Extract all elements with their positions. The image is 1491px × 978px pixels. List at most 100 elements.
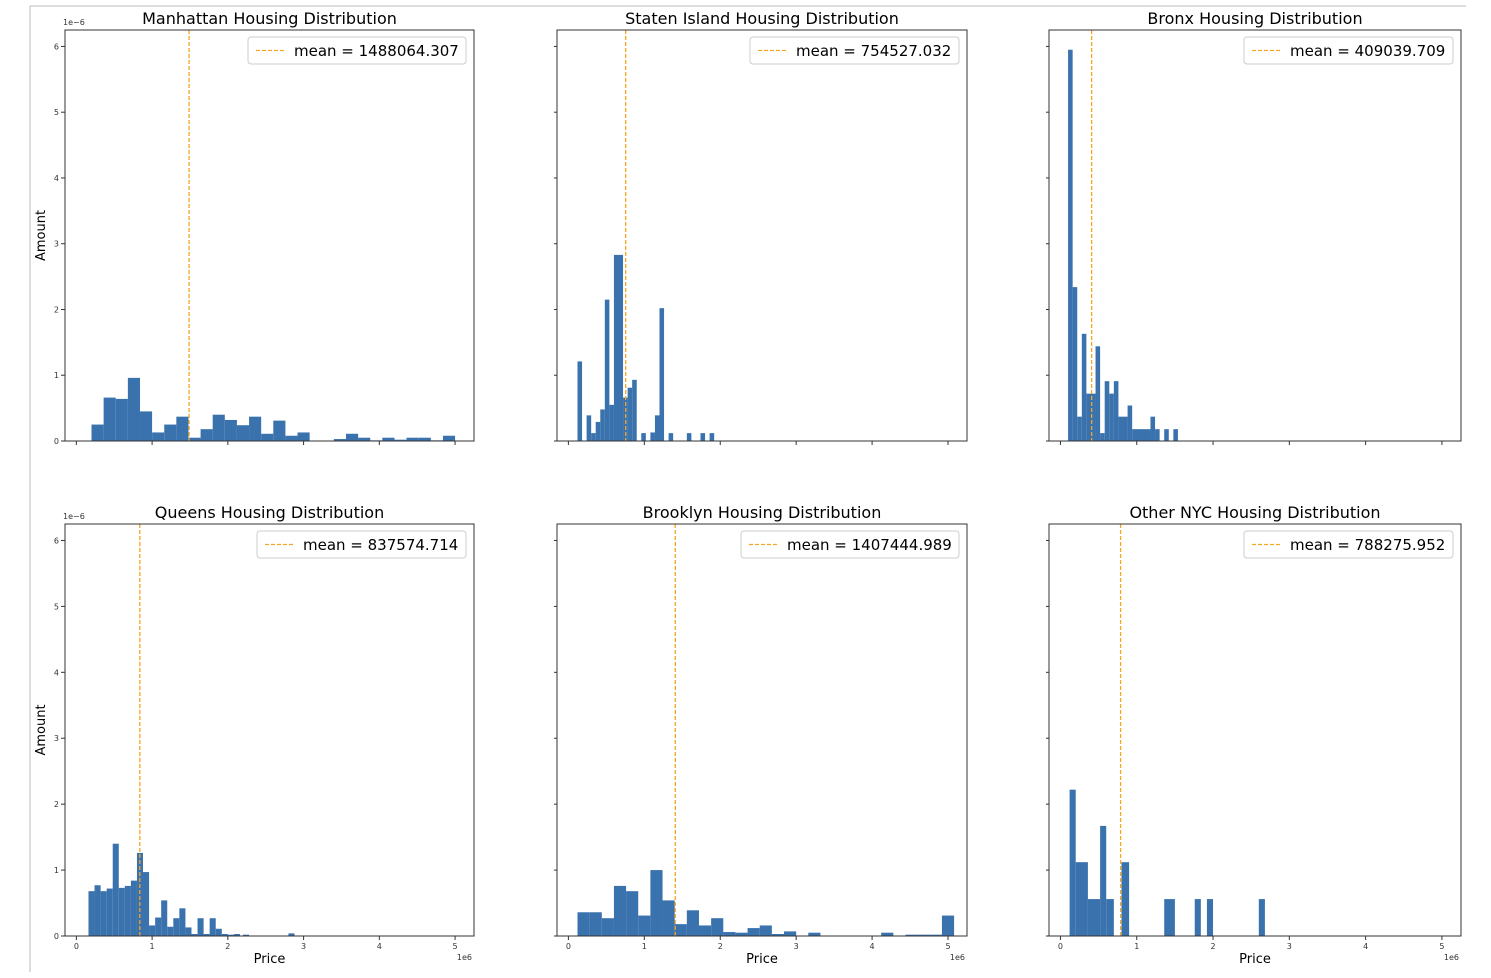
manhattan-bar-9 [200, 429, 213, 441]
other-nyc-bar-3 [1100, 825, 1107, 936]
other-nyc-xtick-label-3: 3 [1287, 942, 1292, 951]
other-nyc-bar-9 [1258, 899, 1265, 936]
queens-bar-23 [227, 934, 234, 936]
staten-island-bar-15 [659, 308, 665, 441]
queens-bar-26 [288, 933, 295, 936]
manhattan-bar-10 [212, 414, 225, 441]
queens-legend-box [256, 530, 467, 559]
staten-island-bar-9 [623, 397, 628, 441]
brooklyn-xtick-label-2: 2 [718, 942, 723, 951]
staten-island-bar-3 [591, 433, 596, 441]
queens-ylabel: Amount [34, 704, 49, 755]
staten-island-bar-2 [586, 415, 592, 441]
queens-bar-11 [155, 917, 162, 936]
staten-island-bar-4 [595, 421, 601, 441]
manhattan-bar-1 [103, 397, 116, 441]
manhattan-bar-7 [176, 416, 189, 441]
queens-ytick-label-2: 2 [54, 800, 59, 809]
queens-axes-frame [64, 523, 475, 937]
staten-island-bar-17 [686, 433, 692, 441]
brooklyn-bar-3 [613, 885, 627, 936]
other-nyc-xtick-label-4: 4 [1363, 942, 1368, 951]
queens-ytick-label-3: 3 [54, 734, 59, 743]
queens-bar-8 [136, 852, 144, 936]
staten-island-bar-16 [668, 433, 674, 441]
manhattan-legend-box [247, 36, 467, 65]
staten-island-legend-box [749, 36, 960, 65]
queens-bar-0 [88, 891, 95, 936]
queens-bar-10 [149, 925, 156, 936]
manhattan-ytick-label-6: 6 [54, 42, 59, 51]
brooklyn-title: Brooklyn Housing Distribution [643, 503, 882, 522]
manhattan-bar-17 [297, 432, 310, 441]
brooklyn-xtick-label-0: 0 [566, 942, 571, 951]
panel-queens: Queens Housing Distribution mean = 837574… [34, 503, 475, 967]
queens-bar-1 [94, 885, 101, 936]
bronx-bar-15 [1155, 429, 1160, 441]
queens-ytick-label-4: 4 [54, 668, 59, 677]
bronx-axes-frame [1048, 29, 1462, 442]
manhattan-bar-6 [164, 424, 177, 441]
other-nyc-legend-label: mean = 788275.952 [1290, 536, 1445, 554]
staten-island-bar-14 [654, 415, 660, 441]
manhattan-bar-13 [249, 416, 262, 441]
bronx-bar-8 [1109, 393, 1114, 441]
manhattan-bar-16 [285, 435, 298, 441]
queens-bar-4 [112, 843, 119, 936]
staten-island-bar-5 [600, 409, 605, 441]
bronx-bar-9 [1113, 381, 1119, 441]
queens-bar-13 [167, 926, 174, 936]
staten-island-bar-12 [641, 433, 646, 441]
panel-manhattan: Manhattan Housing Distribution mean = 148… [34, 9, 475, 446]
manhattan-bar-20 [358, 437, 371, 441]
staten-island-bar-19 [709, 433, 715, 441]
manhattan-bar-25 [418, 437, 431, 441]
queens-y-offset-label: 1e−6 [63, 512, 85, 521]
bronx-bar-7 [1104, 381, 1110, 441]
staten-island-bar-6 [604, 299, 610, 441]
brooklyn-bar-13 [735, 932, 748, 936]
bronx-bar-5 [1095, 346, 1101, 441]
queens-bar-19 [203, 934, 210, 936]
brooklyn-bar-20 [905, 934, 918, 936]
brooklyn-bar-15 [759, 925, 772, 936]
staten-island-title: Staten Island Housing Distribution [625, 9, 899, 28]
bronx-bar-16 [1164, 429, 1169, 441]
manhattan-ytick-label-0: 0 [54, 437, 59, 446]
queens-ytick-label-5: 5 [54, 602, 59, 611]
bronx-bar-0 [1068, 49, 1073, 441]
queens-title: Queens Housing Distribution [155, 503, 384, 522]
staten-island-bar-7 [609, 404, 614, 441]
brooklyn-bar-5 [638, 915, 651, 936]
queens-ytick-label-0: 0 [54, 932, 59, 941]
queens-bar-25 [242, 934, 250, 936]
queens-xtick-label-2: 2 [225, 942, 230, 951]
staten-island-bar-11 [632, 379, 637, 441]
manhattan-legend-label: mean = 1488064.307 [294, 42, 459, 60]
brooklyn-x-offset-label: 1e6 [950, 953, 965, 962]
queens-xtick-label-5: 5 [453, 942, 458, 951]
manhattan-bar-19 [346, 433, 359, 441]
bronx-legend-label: mean = 409039.709 [1290, 42, 1445, 60]
brooklyn-bar-2 [601, 918, 614, 936]
bronx-bar-6 [1100, 433, 1105, 441]
queens-x-offset-label: 1e6 [457, 953, 472, 962]
panel-other-nyc: Other NYC Housing Distribution mean = 788… [1046, 503, 1462, 967]
brooklyn-bar-0 [577, 912, 590, 936]
brooklyn-xlabel: Price [746, 952, 778, 967]
manhattan-ytick-label-3: 3 [54, 240, 59, 249]
brooklyn-bar-18 [808, 932, 821, 936]
brooklyn-xtick-label-3: 3 [794, 942, 799, 951]
manhattan-ytick-label-4: 4 [54, 174, 59, 183]
manhattan-bar-15 [273, 420, 286, 441]
bronx-title: Bronx Housing Distribution [1147, 9, 1362, 28]
manhattan-title: Manhattan Housing Distribution [142, 9, 397, 28]
manhattan-axes-frame [64, 29, 475, 442]
brooklyn-xtick-label-1: 1 [642, 942, 647, 951]
brooklyn-bar-19 [881, 932, 894, 936]
other-nyc-x-offset-label: 1e6 [1444, 953, 1459, 962]
staten-island-axes-frame [556, 29, 968, 442]
staten-island-bar-10 [627, 387, 633, 441]
manhattan-bar-5 [152, 432, 165, 441]
manhattan-bar-14 [261, 433, 274, 441]
